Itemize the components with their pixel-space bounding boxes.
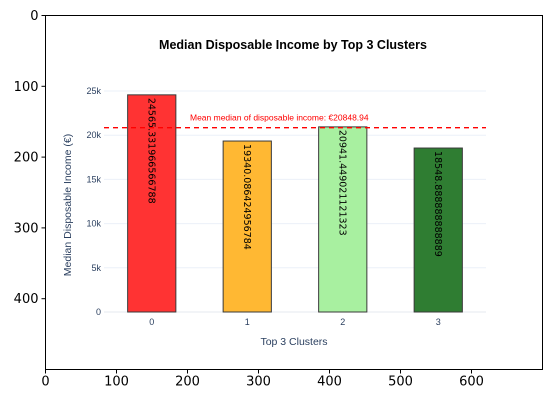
bar-value-label: 18548.888888888889 <box>432 151 443 257</box>
outer-x-tick-label: 400 <box>317 375 342 390</box>
outer-x-tick-label: 100 <box>104 375 129 390</box>
bar-value-label: 20941.449021121323 <box>336 130 347 236</box>
y-tick-label: 0 <box>96 307 101 317</box>
x-tick-label: 1 <box>245 317 250 327</box>
outer-y-tick-label: 400 <box>14 292 39 307</box>
outer-y-tick-label: 0 <box>30 9 38 24</box>
outer-frame <box>45 15 543 370</box>
outer-x-tick-label: 0 <box>41 375 49 390</box>
mean-line-label: Mean median of disposable income: €20848… <box>190 113 369 123</box>
y-axis-title: Median Disposable Income (€) <box>62 134 74 276</box>
outer-y-tick-label: 300 <box>14 221 39 236</box>
y-tick-label: 10k <box>86 219 101 229</box>
outer-x-tick-label: 500 <box>388 375 413 390</box>
outer-x-tick-label: 300 <box>246 375 271 390</box>
x-tick-labels: 0 1 2 3 <box>149 317 441 327</box>
bar-0 <box>127 94 177 313</box>
x-tick-label: 3 <box>436 317 441 327</box>
outer-x-tick-label: 600 <box>459 375 484 390</box>
mean-line-group: Mean median of disposable income: €20848… <box>104 113 486 129</box>
y-tick-labels: 0 5k 10k 15k 20k 25k <box>86 86 101 317</box>
x-tick-label: 2 <box>340 317 345 327</box>
bar-1 <box>222 140 272 313</box>
bar-2 <box>318 126 368 313</box>
chart-title: Median Disposable Income by Top 3 Cluste… <box>159 38 427 52</box>
bar-value-label: 19340.086424956784 <box>241 144 252 250</box>
y-tick-label: 25k <box>86 86 101 96</box>
y-tick-label: 15k <box>86 174 101 184</box>
x-axis-title: Top 3 Clusters <box>260 336 327 348</box>
bars: 24565.331966566788 19340.086424956784 2094… <box>127 94 463 313</box>
outer-y-tick-label: 200 <box>14 151 39 166</box>
x-tick-label: 0 <box>149 317 154 327</box>
bar-3 <box>413 147 463 313</box>
outer-y-tick-label: 100 <box>14 80 39 95</box>
bar-value-label: 24565.331966566788 <box>145 98 156 204</box>
outer-x-tick-label: 200 <box>175 375 200 390</box>
y-tick-label: 5k <box>91 263 101 273</box>
y-tick-label: 20k <box>86 130 101 140</box>
